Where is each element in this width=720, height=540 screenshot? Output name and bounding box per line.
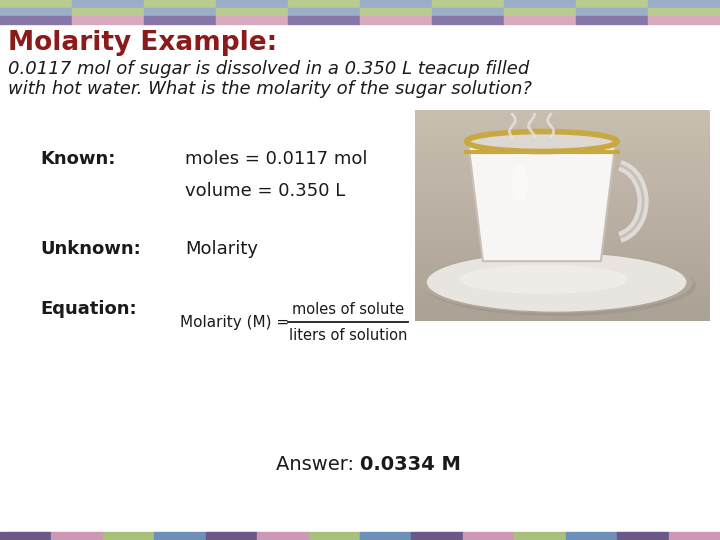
Text: moles of solute: moles of solute	[292, 301, 404, 316]
Text: 0.0334 M: 0.0334 M	[360, 455, 461, 474]
Bar	[463, 532, 514, 540]
Bar	[617, 532, 669, 540]
Bar	[415, 292, 710, 300]
Bar	[415, 222, 710, 230]
Bar	[415, 166, 710, 174]
Bar	[576, 0, 648, 8]
Bar	[415, 229, 710, 237]
Bar	[576, 16, 648, 24]
Polygon shape	[468, 141, 616, 261]
Bar	[309, 532, 360, 540]
Bar	[648, 16, 720, 24]
Bar	[504, 16, 576, 24]
Bar	[415, 250, 710, 258]
Bar	[415, 117, 710, 125]
Bar	[144, 0, 216, 8]
Bar	[415, 124, 710, 132]
Bar	[415, 110, 710, 320]
Bar	[432, 0, 504, 8]
Text: Answer:: Answer:	[276, 455, 360, 474]
Text: moles = 0.0117 mol: moles = 0.0117 mol	[185, 150, 367, 168]
Bar	[51, 532, 103, 540]
Text: Equation:: Equation:	[40, 300, 137, 318]
Bar	[360, 0, 432, 8]
Bar	[415, 215, 710, 223]
Bar	[432, 16, 504, 24]
Bar	[144, 8, 216, 16]
Bar	[72, 0, 144, 8]
Bar	[504, 8, 576, 16]
Bar	[288, 16, 360, 24]
Bar	[144, 16, 216, 24]
Bar	[72, 8, 144, 16]
Text: Molarity (M) =: Molarity (M) =	[180, 314, 294, 329]
Text: Known:: Known:	[40, 150, 115, 168]
Text: Molarity: Molarity	[185, 240, 258, 258]
Bar	[411, 532, 463, 540]
Bar	[103, 532, 154, 540]
Ellipse shape	[511, 165, 528, 202]
Bar	[257, 532, 309, 540]
Bar	[415, 208, 710, 216]
Bar	[0, 8, 72, 16]
Bar	[415, 131, 710, 139]
Bar	[648, 8, 720, 16]
Bar	[288, 0, 360, 8]
Bar	[415, 159, 710, 167]
Bar	[415, 145, 710, 153]
Bar	[432, 8, 504, 16]
Bar	[415, 138, 710, 146]
Bar	[504, 0, 576, 8]
Text: 0.0117 mol of sugar is dissolved in a 0.350 L teacup filled: 0.0117 mol of sugar is dissolved in a 0.…	[8, 60, 529, 78]
Bar	[415, 299, 710, 307]
Bar	[415, 306, 710, 314]
Bar	[415, 201, 710, 209]
Bar	[415, 313, 710, 321]
Ellipse shape	[423, 254, 696, 316]
Bar	[216, 0, 288, 8]
Bar	[415, 194, 710, 202]
Text: volume = 0.350 L: volume = 0.350 L	[185, 182, 346, 200]
Bar	[0, 0, 72, 8]
Bar	[415, 243, 710, 251]
Bar	[576, 8, 648, 16]
Bar	[415, 271, 710, 279]
Text: Molarity Example:: Molarity Example:	[8, 30, 277, 56]
Bar	[415, 110, 710, 118]
Text: Unknown:: Unknown:	[40, 240, 140, 258]
Bar	[514, 532, 566, 540]
Bar	[360, 532, 411, 540]
Bar	[415, 285, 710, 293]
Bar	[360, 8, 432, 16]
Bar	[648, 0, 720, 8]
Bar	[566, 532, 617, 540]
Text: with hot water. What is the molarity of the sugar solution?: with hot water. What is the molarity of …	[8, 80, 532, 98]
Ellipse shape	[427, 253, 686, 312]
Bar	[288, 8, 360, 16]
Bar	[415, 278, 710, 286]
Bar	[415, 264, 710, 272]
Bar	[669, 532, 720, 540]
Bar	[360, 16, 432, 24]
Bar	[415, 173, 710, 181]
Bar	[415, 257, 710, 265]
Bar	[415, 152, 710, 160]
Bar	[72, 16, 144, 24]
Ellipse shape	[420, 251, 693, 313]
Ellipse shape	[468, 132, 616, 151]
Bar	[415, 187, 710, 195]
Ellipse shape	[459, 265, 628, 294]
Bar	[0, 532, 51, 540]
Bar	[216, 16, 288, 24]
Bar	[216, 8, 288, 16]
Bar	[415, 236, 710, 244]
Bar	[415, 180, 710, 188]
Bar	[0, 16, 72, 24]
Bar	[206, 532, 257, 540]
Text: liters of solution: liters of solution	[289, 328, 408, 343]
Bar	[154, 532, 206, 540]
